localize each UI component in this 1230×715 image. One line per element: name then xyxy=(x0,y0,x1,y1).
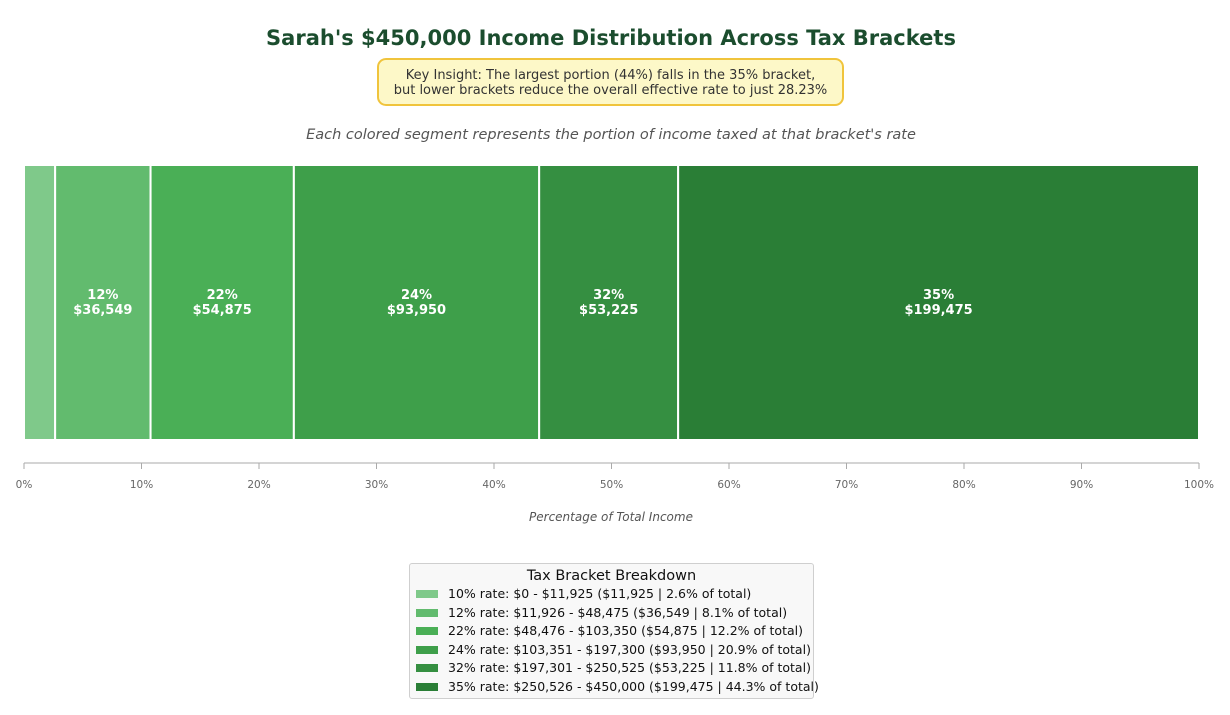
x-tick-label: 0% xyxy=(16,479,33,491)
key-insight-box: Key Insight: The largest portion (44%) f… xyxy=(377,58,844,106)
legend: Tax Bracket Breakdown 10% rate: $0 - $11… xyxy=(409,563,819,699)
legend-swatch xyxy=(416,664,438,673)
chart-subtitle: Each colored segment represents the port… xyxy=(306,127,916,143)
x-tick-label: 100% xyxy=(1184,479,1214,491)
stacked-bar-chart: 12%$36,549 22%$54,875 24%$93,950 32%$53,225… xyxy=(16,164,1214,524)
x-tick-label: 30% xyxy=(365,479,388,491)
key-insight-line-1: Key Insight: The largest portion (44%) f… xyxy=(405,68,816,83)
bar-label-rate: 24% xyxy=(401,288,432,303)
legend-label: 10% rate: $0 - $11,925 ($11,925 | 2.6% o… xyxy=(448,586,752,601)
bar-label-rate: 22% xyxy=(207,288,238,303)
bar-segment-35pct xyxy=(677,164,1200,441)
bar-segment-10pct xyxy=(23,164,57,441)
legend-label: 22% rate: $48,476 - $103,350 ($54,875 | … xyxy=(448,623,803,639)
legend-swatch xyxy=(416,608,438,617)
legend-item: 35% rate: $250,526 - $450,000 ($199,475 … xyxy=(410,679,819,698)
bar-label-amount: $199,475 xyxy=(904,303,972,318)
x-axis: 0% 10% 20% 30% 40% 50% 60% 70% 80% 90% 100% xyxy=(16,462,1214,491)
x-tick-label: 80% xyxy=(952,479,975,491)
bar-label-rate: 35% xyxy=(923,288,954,303)
key-insight-line-2: but lower brackets reduce the overall ef… xyxy=(393,83,828,98)
bar-label-amount: $93,950 xyxy=(387,303,446,318)
x-tick-label: 40% xyxy=(482,479,505,491)
bar-label-amount: $54,875 xyxy=(193,303,252,318)
x-axis-label: Percentage of Total Income xyxy=(529,510,693,524)
bar-segment-32pct xyxy=(538,164,680,441)
legend-label: 24% rate: $103,351 - $197,300 ($93,950 |… xyxy=(448,641,811,657)
x-tick-label: 10% xyxy=(130,479,153,491)
legend-swatch xyxy=(416,627,438,636)
x-tick-label: 90% xyxy=(1070,479,1093,491)
legend-swatch xyxy=(416,645,438,654)
x-tick-label: 50% xyxy=(600,479,623,491)
x-tick-label: 70% xyxy=(835,479,858,491)
legend-item: 22% rate: $48,476 - $103,350 ($54,875 | … xyxy=(410,623,813,642)
legend-swatch xyxy=(416,590,438,598)
bar-label-rate: 12% xyxy=(87,288,118,303)
bar-label-amount: $53,225 xyxy=(579,303,638,318)
legend-title: Tax Bracket Breakdown xyxy=(526,568,697,584)
legend-rows: 10% rate: $0 - $11,925 ($11,925 | 2.6% o… xyxy=(410,586,819,698)
legend-label: 32% rate: $197,301 - $250,525 ($53,225 |… xyxy=(448,660,811,676)
legend-swatch xyxy=(416,682,438,691)
legend-item: 12% rate: $11,926 - $48,475 ($36,549 | 8… xyxy=(410,605,813,624)
legend-label: 12% rate: $11,926 - $48,475 ($36,549 | 8… xyxy=(448,604,788,620)
bar-label-amount: $36,549 xyxy=(73,303,132,318)
bar-labels-group: 12%$36,549 22%$54,875 24%$93,950 32%$53,225… xyxy=(73,288,972,318)
chart-title: Sarah's $450,000 Income Distribution Acr… xyxy=(266,26,956,50)
legend-item: 10% rate: $0 - $11,925 ($11,925 | 2.6% o… xyxy=(410,586,813,605)
legend-item: 32% rate: $197,301 - $250,525 ($53,225 |… xyxy=(410,660,813,679)
x-tick-label: 60% xyxy=(717,479,740,491)
x-tick-label: 20% xyxy=(247,479,270,491)
bar-label-rate: 32% xyxy=(593,288,624,303)
bar-segments-group xyxy=(23,164,1200,441)
legend-item: 24% rate: $103,351 - $197,300 ($93,950 |… xyxy=(410,642,813,661)
legend-label: 35% rate: $250,526 - $450,000 ($199,475 … xyxy=(448,678,819,694)
